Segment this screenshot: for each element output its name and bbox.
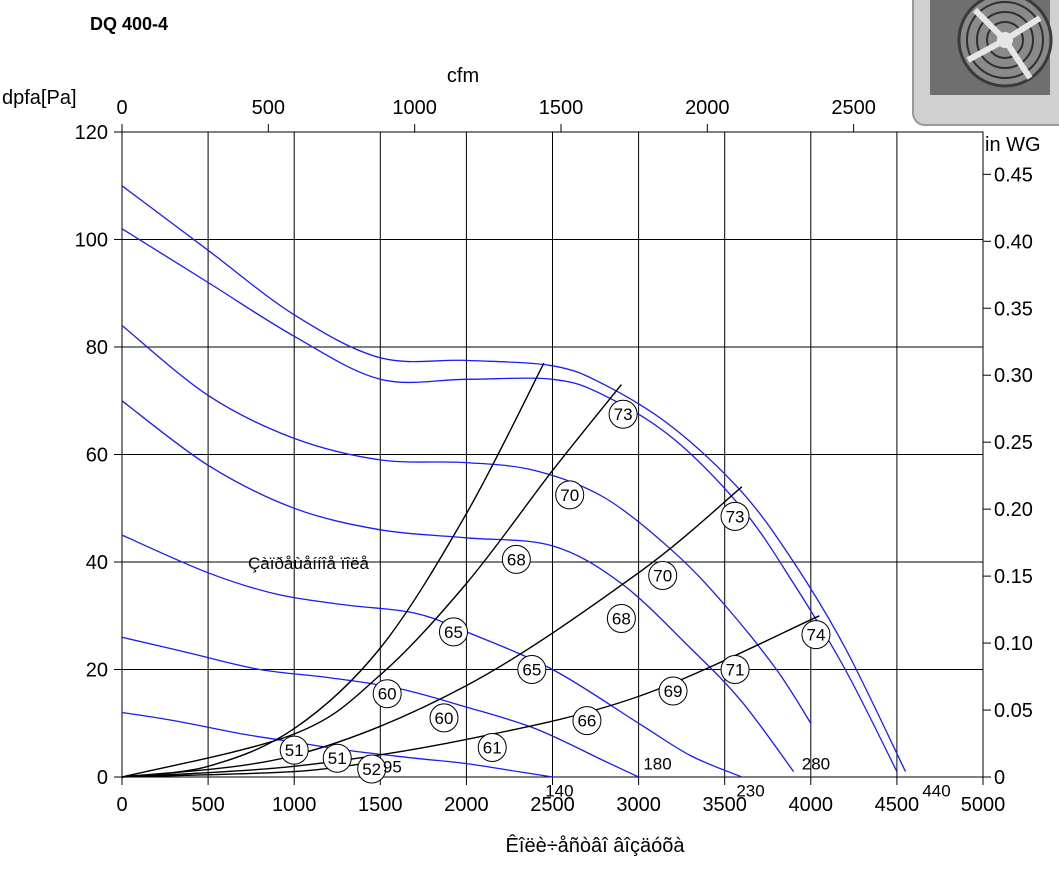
x-tick-label: 5000: [961, 794, 1006, 816]
x-tick-label: 1000: [272, 794, 317, 816]
x2-tick-label: 0: [116, 97, 127, 119]
noise-level-label: 60: [435, 709, 454, 728]
chart-axes: 0 500 1000 1500 2000 2500 3000 3500 4000 4500 5000…: [75, 97, 1033, 816]
noise-level-marker: [322, 743, 352, 773]
x2-tick-label: 500: [252, 97, 285, 119]
noise-level-label: 51: [328, 749, 347, 768]
noise-level-label: 73: [614, 405, 633, 424]
noise-level-marker: [357, 754, 387, 784]
fan-curve-2: [121, 534, 743, 778]
chart-curves: [121, 185, 907, 778]
y2-tick-label: 0: [994, 767, 1005, 789]
fan-curve-3: [121, 400, 795, 772]
x-tick-label: 4500: [875, 794, 920, 816]
fan-curve-6: [121, 185, 907, 772]
y2-tick-label: 0.15: [994, 566, 1033, 588]
y2-tick-label: 0.45: [994, 164, 1033, 186]
noise-level-marker: [720, 655, 750, 684]
y-tick-label: 120: [75, 122, 108, 144]
noise-level-label: 74: [807, 626, 826, 645]
chart-title: DQ 400-4: [90, 14, 168, 34]
y2-tick-label: 0.30: [994, 365, 1033, 387]
y-tick-label: 0: [97, 767, 108, 789]
noise-level-marker: [606, 603, 636, 633]
y2-tick-label: 0.10: [994, 633, 1033, 655]
noise-level-marker: [477, 732, 507, 762]
fan-curve-5: [121, 228, 898, 772]
noise-level-label: 65: [522, 661, 541, 680]
system-curve-8: [121, 384, 622, 778]
noise-level-marker: [517, 655, 547, 684]
noise-level-marker: [555, 480, 585, 510]
x2-tick-label: 2500: [831, 97, 876, 119]
x2-tick-label: 1500: [539, 97, 584, 119]
noise-level-marker: [801, 620, 831, 650]
noise-level-label: 68: [612, 609, 631, 628]
chart-data-labels: 51 51 52 60 60 61 65 65 66 68 68 69 70 70 73 73 71 74 95 14…: [279, 399, 951, 800]
y2-tick-label: 0.20: [994, 499, 1033, 521]
y-tick-label: 20: [86, 660, 108, 682]
y2-tick-label: 0.35: [994, 298, 1033, 320]
x-tick-label: 4000: [789, 794, 834, 816]
noise-level-label: 52: [362, 760, 381, 779]
noise-level-label: 70: [653, 566, 672, 585]
system-curve-label: 440: [922, 781, 950, 800]
y2-axis-label: in WG: [985, 134, 1041, 156]
noise-level-marker: [372, 679, 402, 709]
system-curve-label: 280: [802, 755, 830, 774]
y2-tick-label: 0.05: [994, 700, 1033, 722]
noise-level-marker: [279, 735, 309, 765]
noise-level-label: 71: [726, 661, 745, 680]
x-tick-label: 2000: [444, 794, 489, 816]
noise-level-label: 65: [444, 623, 463, 642]
noise-level-label: 51: [285, 741, 304, 760]
x-tick-label: 500: [191, 794, 224, 816]
x-tick-label: 1500: [358, 794, 403, 816]
x-tick-label: 0: [116, 794, 127, 816]
system-curve-label: 180: [643, 755, 671, 774]
noise-level-marker: [572, 706, 602, 736]
y-tick-label: 80: [86, 337, 108, 359]
noise-level-label: 68: [507, 550, 526, 569]
working-range-label: Çàïðåùåííîå ïîëå: [248, 554, 370, 573]
noise-level-marker: [658, 676, 688, 706]
y2-tick-label: 0.40: [994, 231, 1033, 253]
x2-axis-label: cfm: [447, 65, 479, 87]
x2-tick-label: 1000: [392, 97, 437, 119]
noise-level-label: 60: [378, 685, 397, 704]
system-curve-9: [121, 486, 743, 778]
noise-level-label: 66: [577, 712, 596, 731]
noise-level-label: 70: [560, 486, 579, 505]
y-tick-label: 40: [86, 552, 108, 574]
chart-grid: [121, 131, 984, 778]
system-curve-7: [121, 362, 545, 778]
x-tick-label: 3500: [702, 794, 747, 816]
noise-level-marker: [438, 617, 468, 647]
y-tick-label: 100: [75, 230, 108, 252]
noise-level-label: 69: [664, 682, 683, 701]
noise-level-label: 61: [483, 738, 502, 757]
system-curve-10: [121, 615, 820, 778]
x-tick-label: 3000: [616, 794, 661, 816]
noise-level-marker: [648, 560, 678, 590]
y-axis-label: dpfa[Pa]: [2, 87, 77, 109]
x-tick-label: 2500: [530, 794, 575, 816]
noise-level-marker: [720, 501, 750, 531]
y-tick-label: 60: [86, 445, 108, 467]
y2-tick-label: 0.25: [994, 432, 1033, 454]
x-axis-label: Êîëè÷åñòâî âîçäóõà: [506, 834, 686, 857]
fan-curve-4: [121, 324, 812, 724]
noise-level-label: 73: [726, 507, 745, 526]
noise-level-marker: [501, 544, 531, 574]
system-curve-label: 140: [545, 781, 573, 800]
system-curve-label: 230: [736, 781, 764, 800]
system-curve-label: 95: [383, 757, 402, 776]
fan-thumbnail: [912, 0, 1059, 126]
noise-level-marker: [429, 703, 459, 733]
x2-tick-label: 2000: [685, 97, 730, 119]
noise-level-marker: [608, 399, 638, 429]
